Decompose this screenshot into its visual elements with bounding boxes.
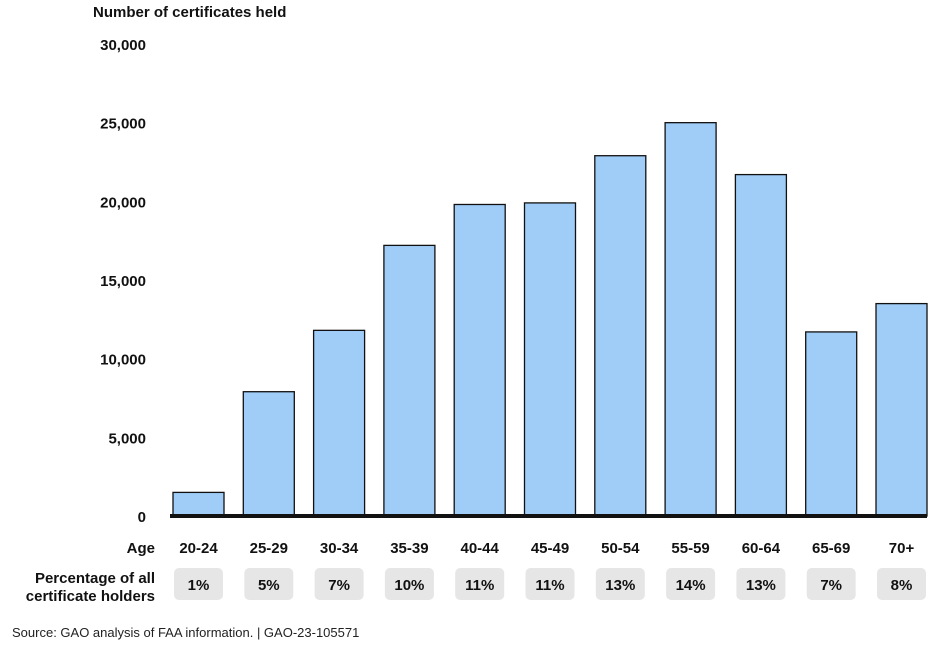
- percentage-pill: [244, 568, 294, 600]
- y-axis-title: Number of certificates held: [93, 4, 286, 21]
- bar-35-39: [383, 244, 436, 517]
- y-tick-label: 10,000: [100, 352, 146, 369]
- x-tick-label: 25-29: [250, 540, 288, 557]
- bar-30-34: [312, 329, 366, 517]
- percentage-pill: [455, 568, 505, 600]
- x-tick-label: 30-34: [320, 540, 359, 557]
- bar-70+: [875, 302, 928, 517]
- x-tick-label: 20-24: [179, 540, 218, 557]
- x-tick-label: 60-64: [742, 540, 781, 557]
- percentage-label: 13%: [746, 577, 776, 594]
- bar-55-59: [664, 122, 717, 517]
- y-tick-label: 25,000: [100, 116, 146, 133]
- percentage-label: 8%: [891, 577, 913, 594]
- percentage-row-label-line1: Percentage of all: [35, 570, 155, 587]
- bar-40-44: [453, 203, 506, 517]
- percentage-label: 11%: [465, 577, 494, 594]
- percentage-label: 5%: [258, 577, 280, 594]
- percentage-pill: [666, 568, 716, 600]
- x-tick-label: 35-39: [390, 540, 428, 557]
- x-axis-title: Age: [127, 540, 155, 557]
- percentage-label: 7%: [328, 577, 350, 594]
- percentage-pill: [174, 568, 223, 600]
- percentage-row-label-line2: certificate holders: [26, 588, 155, 605]
- bar-20-24: [172, 491, 225, 517]
- y-tick-label: 0: [138, 509, 146, 526]
- x-tick-label: 50-54: [601, 540, 640, 557]
- percentage-label: 7%: [820, 577, 842, 594]
- percentage-pill: [877, 568, 926, 600]
- percentage-label: 1%: [188, 577, 210, 594]
- x-tick-label: 65-69: [812, 540, 850, 557]
- y-tick-label: 20,000: [100, 194, 146, 211]
- percentage-pill: [595, 568, 645, 600]
- percentage-label: 13%: [605, 577, 635, 594]
- y-tick-label: 5,000: [108, 430, 146, 447]
- bar-chart: Number of certificates held 0 5,000 10,000…: [26, 4, 928, 605]
- bar-50-54: [594, 155, 647, 517]
- x-tick-label: 70+: [889, 540, 915, 557]
- percentage-pill: [736, 568, 786, 600]
- percentage-pill: [806, 568, 856, 600]
- bar-65-69: [805, 331, 858, 517]
- y-tick-label: 30,000: [100, 37, 146, 54]
- bar-45-49: [523, 202, 577, 517]
- source-note: Source: GAO analysis of FAA information.…: [12, 625, 360, 640]
- x-tick-label: 55-59: [671, 540, 709, 557]
- x-tick-label: 40-44: [461, 540, 500, 557]
- percentage-pill: [314, 568, 364, 600]
- bar-25-29: [242, 391, 295, 517]
- percentage-label: 10%: [394, 577, 424, 594]
- percentage-label: 11%: [535, 577, 564, 594]
- x-tick-label: 45-49: [531, 540, 569, 557]
- y-tick-label: 15,000: [100, 273, 146, 290]
- bar-60-64: [734, 173, 788, 517]
- percentage-pill: [384, 568, 434, 600]
- percentage-label: 14%: [676, 577, 706, 594]
- percentage-pill: [525, 568, 575, 600]
